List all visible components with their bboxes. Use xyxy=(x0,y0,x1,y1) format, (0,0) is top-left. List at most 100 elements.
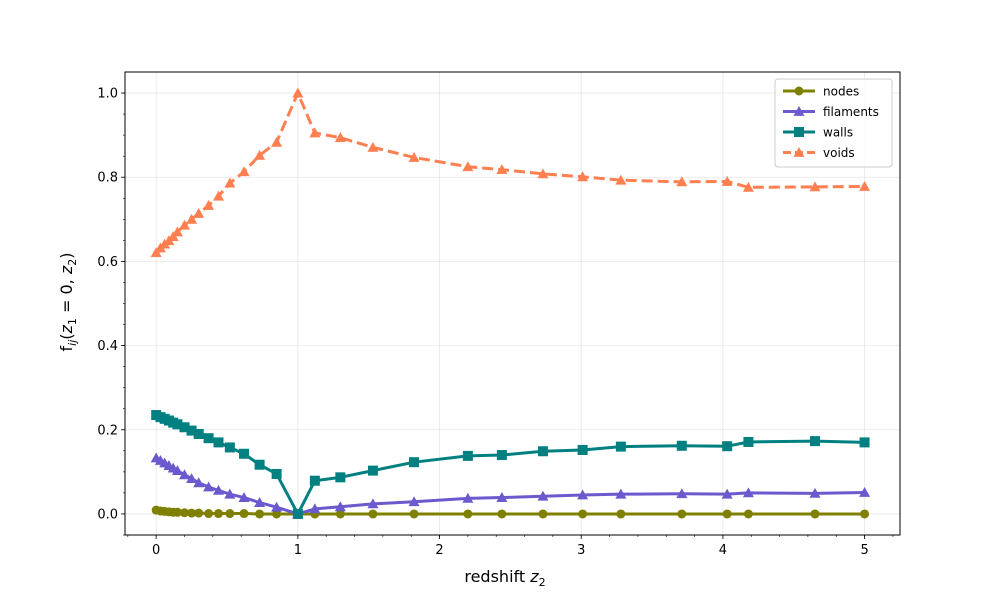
legend-item-voids: voids xyxy=(783,146,855,160)
data-point-filaments xyxy=(859,486,871,497)
data-point-nodes xyxy=(204,509,214,519)
data-point-voids xyxy=(577,171,589,182)
legend-item-nodes: nodes xyxy=(783,85,859,99)
data-point-filaments xyxy=(254,497,266,507)
data-point-nodes xyxy=(538,509,548,519)
y-axis-label-z2: z xyxy=(57,265,76,275)
axis-ticks: 0 1 2 3 4 5 0.0 0.2 0.4 0.6 0.8 1.0 xyxy=(97,87,894,558)
data-point-walls xyxy=(809,436,820,447)
data-point-walls xyxy=(254,459,265,470)
data-point-filaments xyxy=(676,488,688,499)
data-point-walls xyxy=(203,433,214,444)
data-point-voids xyxy=(859,180,871,191)
data-point-walls xyxy=(676,440,687,451)
data-point-walls xyxy=(172,419,183,430)
data-point-walls xyxy=(224,442,235,453)
data-point-nodes xyxy=(368,509,378,519)
x-tick-label: 5 xyxy=(860,543,868,558)
y-tick-label: 0.8 xyxy=(97,171,118,186)
series-line-voids xyxy=(155,91,865,254)
data-point-nodes xyxy=(180,508,190,518)
legend-marker xyxy=(793,147,805,157)
data-point-filaments xyxy=(271,501,283,512)
data-point-walls xyxy=(462,450,473,461)
plot-series xyxy=(150,87,871,519)
series-filaments xyxy=(150,452,871,519)
x-axis-label-subscript: 2 xyxy=(539,576,546,589)
data-point-nodes xyxy=(497,509,507,519)
data-point-voids xyxy=(292,87,304,98)
data-point-voids xyxy=(171,226,183,237)
data-point-filaments xyxy=(577,489,589,500)
x-axis-label-math: z xyxy=(529,567,539,586)
data-point-voids xyxy=(186,213,198,224)
x-tick-label: 4 xyxy=(719,543,727,558)
y-tick-label: 0.0 xyxy=(97,507,118,522)
series-voids xyxy=(150,87,871,257)
y-axis-label-eq: = 0, xyxy=(57,274,76,318)
data-point-voids xyxy=(615,174,627,185)
x-tick-label: 0 xyxy=(152,543,160,558)
data-point-filaments xyxy=(496,492,508,502)
y-tick-label: 0.4 xyxy=(97,339,118,354)
data-point-filaments xyxy=(408,496,420,507)
data-point-nodes xyxy=(225,509,235,519)
data-point-nodes xyxy=(239,509,249,519)
data-point-filaments xyxy=(742,487,754,498)
y-axis-label-z1: z xyxy=(57,324,76,334)
data-point-filaments xyxy=(213,484,225,495)
data-point-nodes xyxy=(722,509,732,519)
data-point-filaments xyxy=(309,503,321,514)
data-point-nodes xyxy=(810,509,820,519)
y-axis-label-z1-sub: 1 xyxy=(66,318,79,325)
data-point-nodes xyxy=(187,508,197,518)
data-point-walls xyxy=(722,441,733,452)
data-point-walls xyxy=(859,437,870,448)
data-point-voids xyxy=(224,177,236,188)
data-point-filaments xyxy=(809,487,821,498)
data-point-voids xyxy=(309,127,321,138)
data-point-voids xyxy=(238,166,250,177)
data-point-voids xyxy=(537,168,549,179)
legend-marker xyxy=(794,86,804,96)
data-point-walls xyxy=(577,444,588,455)
data-point-walls xyxy=(615,441,626,452)
data-point-filaments xyxy=(193,477,205,488)
legend-label: filaments xyxy=(823,105,879,119)
data-point-walls xyxy=(179,422,190,433)
data-point-nodes xyxy=(409,509,419,519)
y-axis-label-z2-sub: 2 xyxy=(66,259,79,266)
x-tick-label: 3 xyxy=(577,543,585,558)
y-tick-label: 0.6 xyxy=(97,255,118,270)
data-point-voids xyxy=(462,161,474,172)
data-point-nodes xyxy=(743,509,753,519)
data-point-voids xyxy=(271,136,283,147)
data-point-walls xyxy=(409,457,420,468)
data-point-voids xyxy=(179,219,191,230)
data-point-walls xyxy=(193,428,204,439)
data-point-nodes xyxy=(677,509,687,519)
data-point-filaments xyxy=(203,481,215,492)
data-point-nodes xyxy=(578,509,588,519)
data-point-walls xyxy=(367,465,378,476)
data-point-nodes xyxy=(194,508,204,518)
data-point-walls xyxy=(186,425,197,436)
data-point-walls xyxy=(496,450,507,461)
legend-marker xyxy=(794,127,804,137)
data-point-walls xyxy=(335,472,346,483)
y-axis-label-f: f xyxy=(57,346,76,352)
data-point-nodes xyxy=(463,509,473,519)
legend-label: voids xyxy=(823,146,855,160)
data-point-filaments xyxy=(537,490,549,501)
data-point-nodes xyxy=(172,507,182,517)
data-point-nodes xyxy=(335,509,345,519)
data-point-nodes xyxy=(214,509,224,519)
x-axis-label: redshift z2 xyxy=(464,567,545,589)
series-walls xyxy=(151,410,870,519)
data-point-voids xyxy=(676,176,688,187)
legend-item-filaments: filaments xyxy=(783,105,879,119)
legend-label: walls xyxy=(823,126,853,140)
series-nodes xyxy=(151,505,870,519)
legend-label: nodes xyxy=(823,85,859,99)
